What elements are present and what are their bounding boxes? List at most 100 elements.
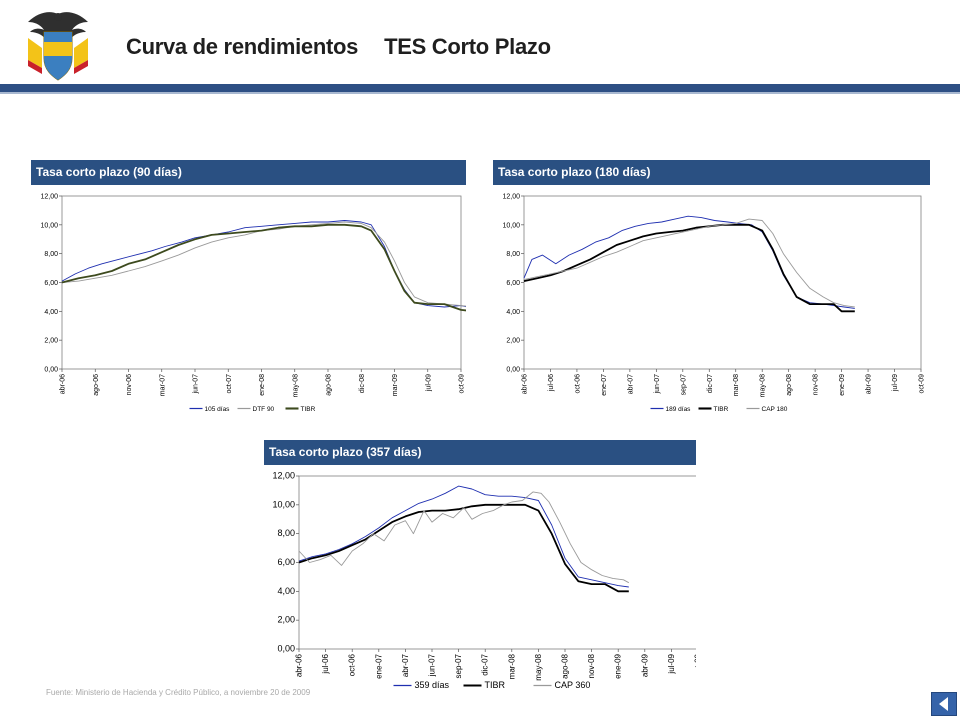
chart-svg: 0,00 2,00 4,00 6,00 8,00 10,00 12,00 abr-06 jul-… [502,194,926,414]
y-tick-label: 6,00 [277,557,295,567]
legend-label: TIBR [485,680,506,690]
y-tick-label: 8,00 [277,528,295,538]
x-tick-label: dic-07 [481,653,490,675]
y-tick-label: 2,00 [277,615,295,625]
y-tick-label: 12,00 [40,194,58,201]
x-tick-label: jul-06 [548,374,555,392]
x-tick-label: ene-09 [614,653,623,678]
x-tick-label: mar-07 [159,374,166,396]
y-tick-label: 10,00 [502,222,520,229]
page-title-main: Curva de rendimientos [126,34,359,59]
series-line-2 [523,218,855,308]
x-tick-label: may-08 [534,653,543,680]
page-title: Curva de rendimientos TES Corto Plazo [126,34,551,60]
legend-label: 359 días [415,680,450,690]
x-tick-label: jul-09 [892,374,899,392]
series-line-1 [298,503,629,593]
y-tick-label: 2,00 [506,338,520,345]
series-line-0 [61,220,466,308]
y-tick-label: 4,00 [506,309,520,316]
header-divider [0,84,960,92]
x-tick-label: abr-07 [401,653,410,677]
x-tick-label: may-08 [292,374,299,397]
x-tick-label: jul-06 [321,653,330,674]
x-tick-label: oct-09 [694,653,697,676]
x-tick-label: jun-07 [193,374,200,395]
legend-label: 105 días [205,406,231,413]
x-tick-label: oct-06 [574,374,581,394]
x-tick-label: jun-07 [654,374,661,395]
y-tick-label: 10,00 [40,222,58,229]
legend-label: CAP 360 [555,680,591,690]
y-tick-label: 6,00 [506,280,520,287]
y-tick-label: 2,00 [44,338,58,345]
y-tick-label: 4,00 [277,586,295,596]
legend-label: CAP 180 [762,406,788,413]
x-tick-label: dic-07 [707,374,714,393]
chart-svg: 0,00 2,00 4,00 6,00 8,00 10,00 12,00 abr-06 jul-… [272,471,697,690]
x-tick-label: oct-06 [348,653,357,676]
chart-header-180: Tasa corto plazo (180 días) [493,160,930,185]
y-tick-label: 0,00 [277,644,295,654]
x-tick-label: ene-08 [259,374,266,396]
y-tick-label: 6,00 [44,280,58,287]
chart-header-357: Tasa corto plazo (357 días) [264,440,696,465]
series-line-1 [61,221,466,307]
y-tick-label: 8,00 [506,251,520,258]
x-tick-label: may-08 [760,374,767,397]
x-tick-label: nov-08 [813,374,820,396]
x-tick-label: abr-06 [295,653,304,677]
x-tick-label: mar-08 [507,653,516,679]
x-tick-label: jul-09 [425,374,432,392]
x-tick-label: mar-08 [733,374,740,396]
plot-area [523,195,922,370]
header-divider-shadow [0,92,960,94]
series-line-2 [298,491,630,584]
x-tick-label: ago-06 [93,374,100,396]
x-tick-label: oct-09 [919,374,926,394]
x-tick-label: abr-06 [522,374,529,394]
chart-svg: 0,00 2,00 4,00 6,00 8,00 10,00 12,00 abr-06 ago-… [40,194,466,413]
x-tick-label: sep-07 [680,374,687,396]
x-tick-label: oct-09 [459,374,466,394]
page-title-sub: TES Corto Plazo [384,34,551,59]
back-button[interactable] [931,692,957,716]
chart-357-dias: 0,00 2,00 4,00 6,00 8,00 10,00 12,00 abr-06 jul-… [264,468,696,696]
legend-label: 189 días [666,406,692,413]
legend-label: DTF 90 [253,406,275,413]
legend-label: TIBR [301,406,316,413]
series-line-0 [298,485,629,588]
y-tick-label: 0,00 [44,367,58,374]
chart-180-dias: 0,00 2,00 4,00 6,00 8,00 10,00 12,00 abr-06 jul-… [493,188,930,420]
x-tick-label: ene-07 [374,653,383,678]
series-line-1 [523,223,855,313]
x-tick-label: ene-07 [601,374,608,396]
y-tick-label: 10,00 [272,499,295,509]
x-tick-label: ago-08 [786,374,793,396]
x-tick-label: jun-07 [428,653,437,677]
colombia-coat-of-arms-icon [20,8,96,84]
x-tick-label: sep-07 [454,653,463,678]
legend-label: TIBR [714,406,729,413]
y-tick-label: 12,00 [272,471,295,481]
y-tick-label: 8,00 [44,251,58,258]
x-tick-label: oct-07 [226,374,233,394]
plot-area [298,475,696,650]
x-tick-label: jul-09 [667,653,676,674]
x-tick-label: abr-06 [60,374,67,394]
x-tick-label: ene-09 [839,374,846,396]
y-tick-label: 0,00 [506,367,520,374]
x-tick-label: ago-08 [561,653,570,678]
x-tick-label: mar-09 [392,374,399,396]
series-line-2 [61,223,466,312]
x-tick-label: nov-08 [587,653,596,678]
chart-90-dias: 0,00 2,00 4,00 6,00 8,00 10,00 12,00 abr-06 ago-… [31,188,466,420]
x-tick-label: nov-06 [126,374,133,396]
x-tick-label: abr-07 [627,374,634,394]
source-note: Fuente: Ministerio de Hacienda y Crédito… [46,688,311,697]
y-tick-label: 4,00 [44,309,58,316]
x-tick-label: dic-08 [359,374,366,393]
y-tick-label: 12,00 [502,194,520,201]
x-tick-label: abr-09 [866,374,873,394]
chart-header-90: Tasa corto plazo (90 días) [31,160,466,185]
